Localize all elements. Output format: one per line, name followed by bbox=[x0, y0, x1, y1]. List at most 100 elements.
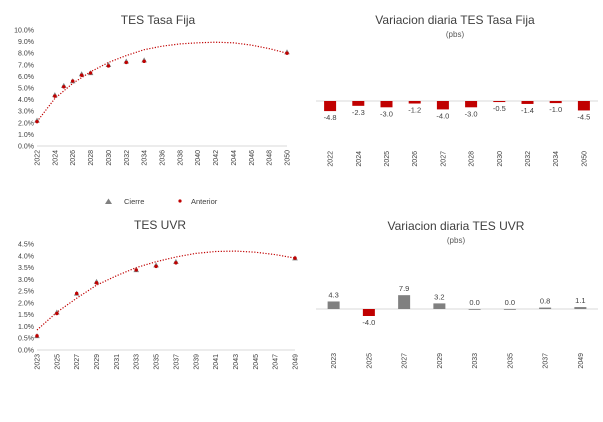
data-label: -1.2 bbox=[408, 106, 421, 115]
bar bbox=[380, 101, 393, 108]
legend-anterior-label: Anterior bbox=[191, 197, 218, 206]
data-label: 4.3 bbox=[328, 290, 338, 299]
y-tick-label: 4.0% bbox=[18, 97, 34, 104]
x-tick-label: 2029 bbox=[94, 354, 101, 370]
bar bbox=[465, 101, 478, 108]
bar bbox=[324, 101, 337, 112]
bar bbox=[433, 303, 446, 309]
anterior-point bbox=[154, 264, 158, 269]
x-category-label: 2035 bbox=[507, 353, 514, 369]
x-category-label: 2028 bbox=[469, 151, 476, 167]
data-label: 0.8 bbox=[540, 297, 550, 306]
x-tick-label: 2038 bbox=[177, 150, 184, 166]
data-label: -3.0 bbox=[465, 109, 478, 118]
y-tick-label: 7.0% bbox=[18, 62, 34, 69]
anterior-point bbox=[79, 73, 84, 77]
chart-title: Variacion diaria TES UVR bbox=[388, 219, 525, 233]
anterior-point bbox=[74, 291, 79, 296]
bar bbox=[549, 101, 562, 104]
anterior-point bbox=[142, 59, 146, 64]
chart-subtitle: (pbs) bbox=[447, 236, 466, 245]
x-category-label: 2034 bbox=[553, 151, 560, 167]
legend-anterior-marker bbox=[178, 199, 182, 203]
x-category-label: 2027 bbox=[440, 151, 447, 167]
anterior-point bbox=[71, 79, 75, 83]
chart-title: TES Tasa Fija bbox=[121, 13, 196, 27]
x-tick-label: 2028 bbox=[88, 150, 95, 166]
bar bbox=[539, 307, 552, 309]
x-tick-label: 2023 bbox=[35, 354, 42, 370]
variacion-uvr-chart: Variacion diaria TES UVR (pbs) 4.3 2023 -4… bbox=[316, 219, 598, 369]
tes-uvr-chart: TES UVR 4.5% 4.0% 3.5% 3.0% 2.5% 2.0% 1.5% 1.0%… bbox=[18, 218, 299, 370]
bar bbox=[503, 309, 516, 310]
data-label: -4.8 bbox=[324, 113, 337, 122]
y-tick-label: 6.0% bbox=[18, 74, 34, 81]
bar bbox=[521, 101, 534, 104]
legend-cierre-marker bbox=[105, 198, 112, 204]
x-tick-label: 2027 bbox=[74, 354, 81, 370]
y-tick-label: 3.0% bbox=[18, 109, 34, 116]
y-tick-label: 1.0% bbox=[18, 132, 34, 139]
data-label: 1.1 bbox=[575, 296, 585, 305]
x-tick-label: 2030 bbox=[106, 150, 113, 166]
y-tick-label: 5.0% bbox=[18, 86, 34, 93]
anterior-point bbox=[174, 261, 178, 265]
chart-title: TES UVR bbox=[134, 218, 186, 232]
data-label: -3.0 bbox=[380, 109, 393, 118]
data-label: -1.4 bbox=[521, 106, 534, 115]
x-category-label: 2025 bbox=[366, 353, 373, 369]
bar bbox=[493, 101, 506, 103]
x-tick-label: 2046 bbox=[249, 150, 256, 166]
x-category-label: 2023 bbox=[331, 353, 338, 369]
tes-tasa-fija-chart: TES Tasa Fija 10.0% 9.0% 8.0% 7.0% 6.0% 5.0% 4… bbox=[14, 13, 291, 166]
anterior-point bbox=[35, 119, 39, 124]
x-category-label: 2025 bbox=[384, 151, 391, 167]
bar bbox=[327, 301, 340, 309]
anterior-point bbox=[94, 281, 99, 285]
x-category-label: 2049 bbox=[578, 353, 585, 369]
anterior-point bbox=[293, 256, 297, 260]
anterior-trendline bbox=[36, 250, 296, 331]
bar bbox=[398, 295, 411, 309]
bar bbox=[352, 101, 365, 106]
anterior-point bbox=[285, 51, 289, 55]
legend: Cierre Anterior bbox=[105, 197, 218, 206]
y-tick-label: 4.5% bbox=[18, 242, 34, 249]
x-tick-label: 2032 bbox=[124, 150, 131, 166]
bar bbox=[362, 309, 375, 316]
x-category-label: 2030 bbox=[497, 151, 504, 167]
y-tick-label: 0.0% bbox=[18, 144, 34, 151]
y-tick-label: 2.5% bbox=[18, 289, 34, 296]
data-label: -1.0 bbox=[549, 105, 562, 114]
x-category-label: 2022 bbox=[328, 151, 335, 167]
x-tick-label: 2026 bbox=[70, 150, 77, 166]
data-label: -4.0 bbox=[362, 318, 375, 327]
bar bbox=[408, 101, 421, 104]
y-tick-label: 1.5% bbox=[18, 312, 34, 319]
x-tick-label: 2022 bbox=[35, 150, 42, 166]
x-tick-label: 2035 bbox=[154, 354, 161, 370]
y-tick-label: 0.0% bbox=[18, 348, 34, 355]
variacion-tasa-fija-chart: Variacion diaria TES Tasa Fija (pbs) -4.… bbox=[316, 13, 598, 167]
data-label: -4.0 bbox=[436, 111, 449, 120]
y-tick-label: 9.0% bbox=[18, 39, 34, 46]
anterior-point bbox=[124, 60, 128, 65]
x-category-label: 2032 bbox=[525, 151, 532, 167]
bar bbox=[436, 101, 449, 110]
x-tick-label: 2044 bbox=[231, 150, 238, 166]
y-tick-label: 3.0% bbox=[18, 277, 34, 284]
x-tick-label: 2047 bbox=[273, 354, 280, 370]
bar bbox=[468, 309, 481, 310]
x-tick-label: 2034 bbox=[142, 150, 149, 166]
x-tick-label: 2041 bbox=[213, 354, 220, 370]
anterior-trendline bbox=[36, 41, 288, 122]
y-tick-label: 3.5% bbox=[18, 265, 34, 272]
x-tick-label: 2039 bbox=[193, 354, 200, 370]
x-category-label: 2050 bbox=[581, 151, 588, 167]
x-category-label: 2037 bbox=[543, 353, 550, 369]
data-label: 3.2 bbox=[434, 292, 444, 301]
y-tick-label: 2.0% bbox=[18, 120, 34, 127]
anterior-point bbox=[134, 268, 138, 272]
x-tick-label: 2024 bbox=[52, 150, 59, 166]
x-tick-label: 2045 bbox=[253, 354, 260, 370]
